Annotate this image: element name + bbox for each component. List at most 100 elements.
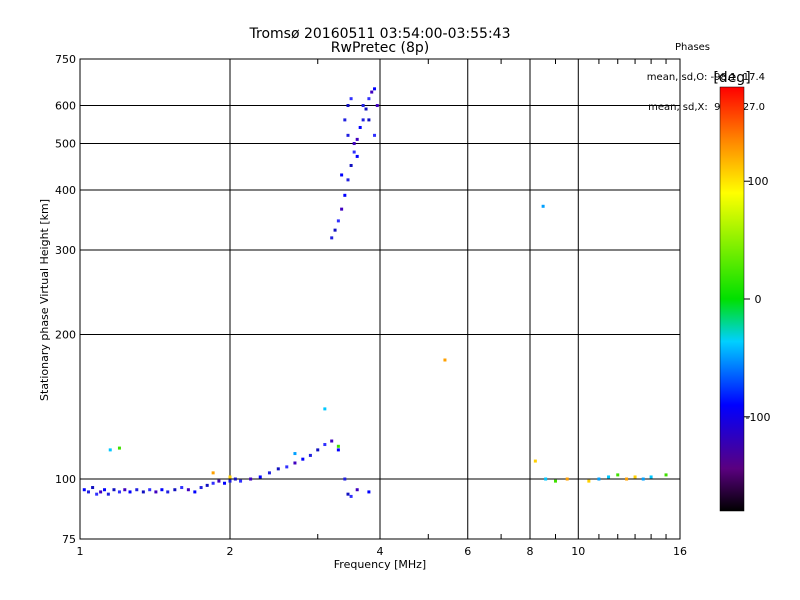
data-point — [285, 465, 289, 469]
data-point — [106, 492, 110, 496]
data-point — [336, 444, 340, 448]
data-point — [99, 490, 103, 494]
data-point — [373, 87, 377, 91]
x-axis: 1 2 4 6 8 10 16 — [77, 59, 687, 558]
y-tick-label: 75 — [62, 533, 76, 546]
grid-lines — [80, 59, 680, 539]
data-point — [112, 488, 116, 492]
data-point — [154, 490, 158, 494]
data-point — [349, 494, 353, 498]
data-point — [276, 467, 280, 471]
y-axis: 75 100 200 300 400 500 600 750 — [55, 53, 76, 546]
data-point — [541, 204, 545, 208]
data-point — [86, 490, 90, 494]
y-tick-label: 500 — [55, 138, 76, 151]
data-point — [367, 118, 371, 122]
y-tick-label: 100 — [55, 473, 76, 486]
data-point — [375, 104, 379, 108]
data-point — [103, 488, 107, 492]
data-point — [316, 448, 320, 452]
data-point — [95, 492, 99, 496]
data-point — [239, 479, 243, 483]
data-point — [336, 448, 340, 452]
data-point — [293, 461, 297, 465]
data-point — [308, 453, 312, 457]
data-point — [533, 459, 537, 463]
y-tick-label: 750 — [55, 53, 76, 66]
data-point — [193, 490, 197, 494]
data-point — [641, 477, 645, 481]
data-point — [343, 477, 347, 481]
x-tick-label: 4 — [377, 545, 384, 558]
data-point — [148, 488, 152, 492]
data-point — [186, 488, 190, 492]
data-point — [361, 104, 365, 108]
data-point — [293, 452, 297, 456]
data-point — [336, 219, 340, 223]
data-point — [211, 481, 215, 485]
data-point — [367, 490, 371, 494]
data-point — [355, 154, 359, 158]
y-axis-label: Stationary phase Virtual Height [km] — [38, 199, 51, 401]
data-point — [340, 207, 344, 211]
data-point — [355, 137, 359, 141]
data-point — [625, 477, 629, 481]
phase-stats-heading: Phases — [674, 42, 711, 53]
data-point — [346, 104, 350, 108]
x-axis-label: Frequency [MHz] — [334, 558, 426, 571]
data-point — [346, 492, 350, 496]
data-point — [349, 163, 353, 167]
x-tick-label: 8 — [527, 545, 534, 558]
x-tick-label: 10 — [571, 545, 585, 558]
x-tick-label: 1 — [77, 545, 84, 558]
colorbar-tick-label: 100 — [748, 175, 769, 188]
data-point — [117, 446, 121, 450]
data-point — [160, 488, 164, 492]
data-point — [633, 475, 637, 479]
data-point — [597, 477, 601, 481]
colorbar-ticks: 100 0 -100 — [744, 175, 770, 424]
data-point — [343, 118, 347, 122]
data-point — [565, 477, 569, 481]
x-tick-label: 2 — [227, 545, 234, 558]
colorbar-tick-label: -100 — [746, 411, 771, 424]
data-point — [352, 150, 356, 154]
data-point — [233, 477, 237, 481]
data-point — [82, 488, 86, 492]
data-point — [91, 486, 95, 490]
data-point — [346, 178, 350, 182]
colorbar-label: [deg] — [713, 70, 750, 86]
y-tick-label: 400 — [55, 184, 76, 197]
data-point — [553, 479, 557, 483]
data-point — [340, 173, 344, 177]
data-point — [330, 236, 334, 240]
data-point — [607, 475, 611, 479]
x-tick-label: 16 — [673, 545, 687, 558]
data-point — [330, 439, 334, 443]
data-point — [217, 479, 221, 483]
data-point — [301, 457, 305, 461]
data-point — [199, 486, 203, 490]
data-point — [587, 479, 591, 483]
data-point — [108, 448, 112, 452]
data-point — [228, 479, 232, 483]
y-tick-label: 200 — [55, 329, 76, 342]
data-point — [117, 490, 121, 494]
colorbar-tick-label: 0 — [755, 293, 762, 306]
data-point — [180, 486, 184, 490]
data-point — [443, 358, 447, 362]
data-point — [333, 228, 337, 232]
data-point — [361, 118, 365, 122]
data-point — [323, 443, 327, 447]
data-point — [228, 475, 232, 479]
data-point — [373, 133, 377, 137]
data-point — [123, 488, 127, 492]
data-point — [616, 473, 620, 477]
data-point — [205, 483, 209, 487]
data-point — [358, 125, 362, 129]
data-point — [211, 471, 215, 475]
data-point — [349, 97, 353, 101]
chart-title: Tromsø 20160511 03:54:00-03:55:43 — [249, 26, 511, 42]
data-point — [664, 473, 668, 477]
